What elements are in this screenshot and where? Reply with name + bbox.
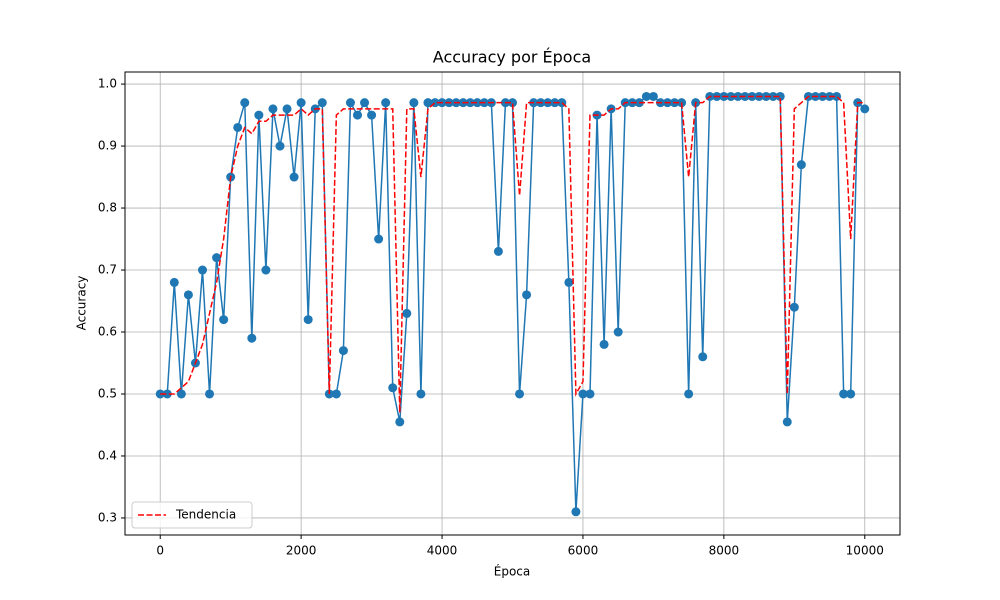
x-tick-label: 8000 [709, 544, 740, 558]
data-point [275, 141, 285, 151]
y-tick-label: 0.8 [98, 201, 117, 215]
y-axis-label: Accuracy [75, 276, 89, 331]
data-point [247, 333, 257, 343]
data-point [775, 91, 785, 101]
data-point [338, 346, 348, 356]
data-point [846, 389, 856, 399]
data-point [212, 253, 222, 263]
data-point [289, 172, 299, 182]
data-point [219, 315, 229, 325]
data-point [465, 98, 475, 108]
data-point [317, 98, 327, 108]
data-point [522, 290, 532, 300]
data-point [282, 104, 292, 114]
data-point [331, 389, 341, 399]
data-point [169, 277, 179, 287]
data-point [641, 91, 651, 101]
x-tick-label: 2000 [286, 544, 317, 558]
x-tick-label: 10000 [846, 544, 884, 558]
data-point [402, 308, 412, 318]
data-point [515, 389, 525, 399]
data-point [240, 98, 250, 108]
data-point [571, 507, 581, 517]
data-point [796, 160, 806, 170]
data-point [564, 277, 574, 287]
chart-title: Accuracy por Época [433, 48, 591, 67]
data-point [578, 389, 588, 399]
data-point [345, 98, 355, 108]
data-point [585, 389, 595, 399]
data-point [395, 417, 405, 427]
data-point [381, 98, 391, 108]
data-point [360, 98, 370, 108]
data-point [162, 389, 172, 399]
data-point [205, 389, 215, 399]
data-point [198, 265, 207, 275]
x-tick-label: 0 [156, 544, 164, 558]
data-point [374, 234, 384, 244]
data-point [423, 98, 433, 108]
data-point [698, 352, 708, 362]
data-point [508, 98, 517, 108]
data-point [353, 110, 362, 120]
data-point [254, 110, 264, 120]
data-point [789, 302, 799, 312]
data-point [303, 315, 313, 325]
y-tick-label: 0.7 [98, 263, 117, 277]
data-point [367, 110, 377, 120]
data-point [648, 91, 658, 101]
x-tick-label: 4000 [427, 544, 458, 558]
data-point [233, 122, 243, 132]
data-point [296, 98, 306, 108]
data-point [388, 383, 398, 393]
x-axis-label: Época [494, 564, 531, 579]
data-point [684, 389, 694, 399]
data-point [416, 389, 426, 399]
data-point [261, 265, 271, 275]
y-tick-label: 1.0 [98, 77, 117, 91]
data-point [860, 104, 870, 114]
data-point [768, 91, 778, 101]
data-point [472, 98, 482, 108]
legend-box [131, 501, 253, 529]
data-point [268, 104, 278, 114]
data-point [782, 417, 792, 427]
data-point [493, 246, 503, 256]
data-point [613, 327, 623, 337]
data-point [839, 389, 849, 399]
y-tick-label: 0.3 [98, 510, 117, 524]
y-tick-label: 0.4 [98, 448, 117, 462]
data-point [155, 389, 165, 399]
data-point [176, 389, 186, 399]
x-tick-label: 6000 [568, 544, 599, 558]
data-point [599, 339, 609, 349]
data-point [409, 98, 419, 108]
data-point [183, 290, 193, 300]
legend-label: Tendencia [175, 508, 236, 522]
y-tick-label: 0.9 [98, 139, 117, 153]
y-tick-label: 0.5 [98, 386, 117, 400]
data-point [733, 91, 743, 101]
plot-frame [124, 71, 901, 536]
y-tick-label: 0.6 [98, 325, 117, 339]
